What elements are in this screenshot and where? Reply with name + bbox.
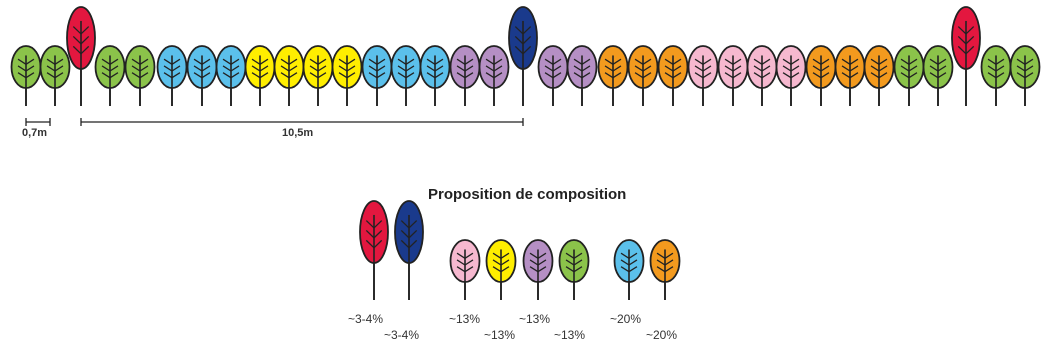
pct-label-purple: ~13%	[519, 312, 551, 326]
hedge-tree-12-yellow	[331, 45, 363, 106]
hedge-tree-20-purple	[566, 45, 598, 106]
hedge-tree-15-blue	[419, 45, 451, 106]
composition-tree-purple	[522, 239, 554, 300]
composition-tree-orange	[649, 239, 681, 300]
hedge-tree-18-navy	[508, 6, 538, 106]
hedge-tree-27-pink	[775, 45, 807, 106]
hedge-tree-33-red	[951, 6, 981, 106]
composition-title: Proposition de composition	[428, 186, 627, 203]
hedge-tree-16-purple	[449, 45, 481, 106]
hedge-tree-6-blue	[156, 45, 188, 106]
hedge-tree-8-blue	[215, 45, 247, 106]
hedge-tree-26-pink	[746, 45, 778, 106]
composition-tree-blue	[613, 239, 645, 300]
scale-label-small: 0,7m	[22, 127, 48, 139]
pct-label-yellow: ~13%	[484, 328, 516, 342]
composition-tree-navy	[394, 200, 424, 300]
composition-tree-yellow	[485, 239, 517, 300]
pct-label-pink: ~13%	[449, 312, 481, 326]
hedge-tree-31-green	[893, 45, 925, 106]
pct-label-navy: ~3-4%	[384, 328, 420, 342]
hedge-tree-29-orange	[834, 45, 866, 106]
pct-label-blue: ~20%	[610, 312, 642, 326]
hedge-tree-3-red	[66, 6, 96, 106]
pct-label-orange: ~20%	[646, 328, 678, 342]
pct-label-green: ~13%	[554, 328, 586, 342]
hedge-tree-4-green	[94, 45, 126, 106]
scale-bar-large	[80, 118, 524, 126]
hedge-tree-25-pink	[717, 45, 749, 106]
scale-label-large: 10,5m	[282, 127, 314, 139]
hedge-tree-9-yellow	[244, 45, 276, 106]
hedge-tree-23-orange	[657, 45, 689, 106]
hedge-tree-30-orange	[863, 45, 895, 106]
hedge-tree-35-green	[1009, 45, 1041, 106]
hedge-tree-14-blue	[390, 45, 422, 106]
hedge-tree-34-green	[980, 45, 1012, 106]
scale-bar-small	[25, 118, 51, 126]
composition-tree-red	[359, 200, 389, 300]
composition-tree-green	[558, 239, 590, 300]
hedge-tree-5-green	[124, 45, 156, 106]
hedge-tree-10-yellow	[273, 45, 305, 106]
hedge-tree-22-orange	[627, 45, 659, 106]
pct-label-red: ~3-4%	[348, 312, 384, 326]
hedge-tree-2-green	[39, 45, 71, 106]
hedge-tree-21-orange	[597, 45, 629, 106]
composition-tree-pink	[449, 239, 481, 300]
hedge-tree-11-yellow	[302, 45, 334, 106]
hedge-tree-24-pink	[687, 45, 719, 106]
hedge-tree-32-green	[922, 45, 954, 106]
hedge-tree-28-orange	[805, 45, 837, 106]
hedge-tree-17-purple	[478, 45, 510, 106]
hedge-tree-13-blue	[361, 45, 393, 106]
hedge-tree-1-green	[10, 45, 42, 106]
hedge-tree-7-blue	[186, 45, 218, 106]
hedge-tree-19-purple	[537, 45, 569, 106]
